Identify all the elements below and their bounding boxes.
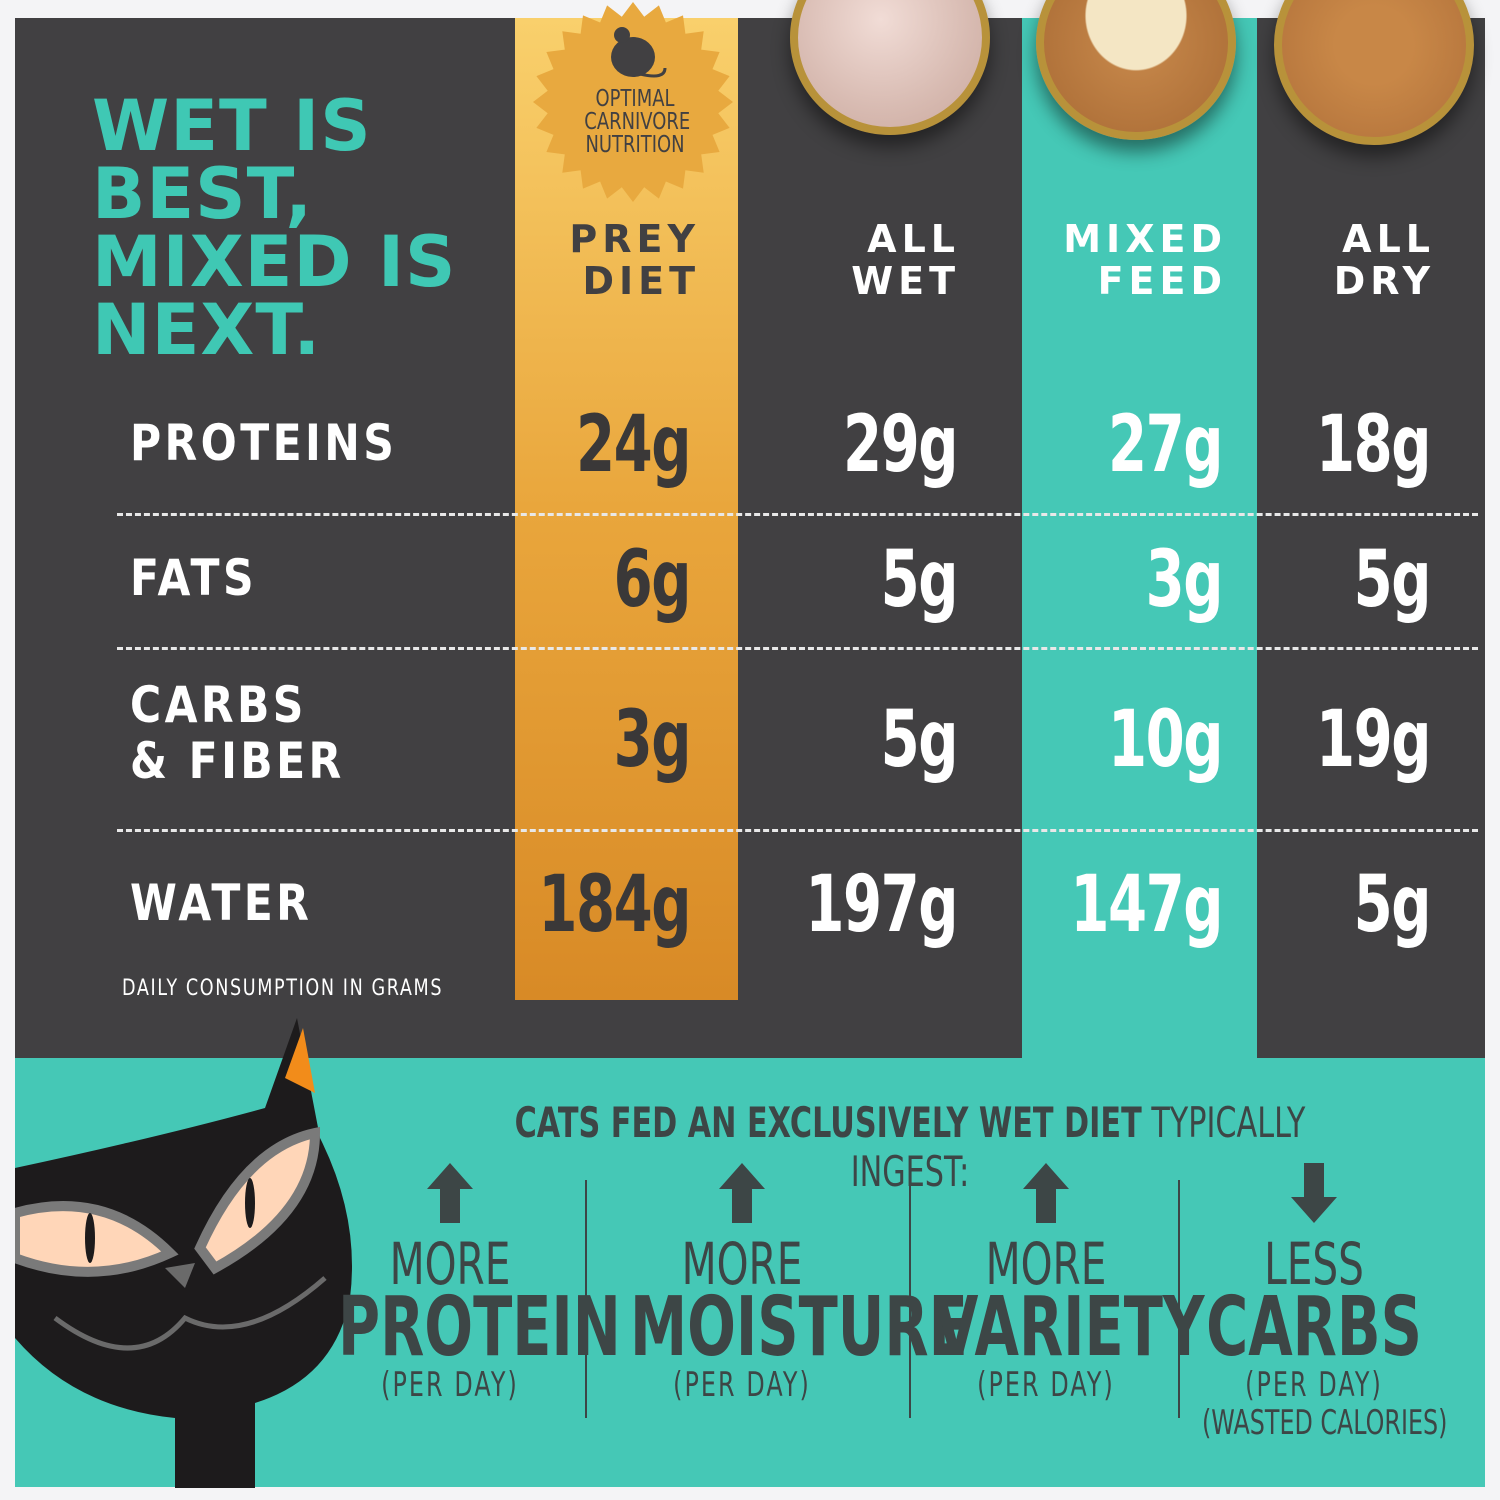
value-all-wet: 5g bbox=[880, 695, 959, 785]
value-mixed-feed: 3g bbox=[1145, 535, 1224, 625]
benefit-qualifier: MORE bbox=[681, 1230, 803, 1298]
arrow-up-icon bbox=[427, 1163, 473, 1223]
column-divider bbox=[585, 1180, 587, 1418]
column-divider bbox=[1178, 1180, 1180, 1418]
arrow-down-icon bbox=[1291, 1163, 1337, 1223]
black-cat-illustration bbox=[15, 1018, 352, 1488]
benefit-note: (WASTED CALORIES) bbox=[1202, 1403, 1448, 1443]
optimal-nutrition-badge bbox=[533, 2, 733, 202]
value-all-dry: 5g bbox=[1353, 860, 1432, 950]
badge-line: OPTIMAL bbox=[595, 86, 675, 112]
value-prey-diet: 6g bbox=[613, 535, 692, 625]
benefit-period: (PER DAY) bbox=[1245, 1365, 1383, 1405]
value-all-dry: 19g bbox=[1315, 695, 1431, 785]
value-all-wet: 197g bbox=[805, 860, 958, 950]
value-prey-diet: 3g bbox=[613, 695, 692, 785]
row-label: WATER bbox=[130, 874, 313, 932]
mouse-icon bbox=[611, 27, 667, 78]
value-all-dry: 5g bbox=[1353, 535, 1432, 625]
value-prey-diet: 184g bbox=[538, 860, 691, 950]
page-title: WET IS BEST, MIXED IS NEXT. bbox=[92, 85, 457, 371]
badge-line: NUTRITION bbox=[585, 132, 685, 158]
arrow-up-icon bbox=[719, 1163, 765, 1223]
benefit-period: (PER DAY) bbox=[977, 1365, 1115, 1405]
value-all-wet: 29g bbox=[842, 400, 958, 490]
column-header-all-dry: ALL DRY bbox=[1333, 217, 1435, 303]
value-mixed-feed: 147g bbox=[1070, 860, 1223, 950]
benefit-period: (PER DAY) bbox=[673, 1365, 811, 1405]
badge-text: OPTIMAL CARNIVORE NUTRITION bbox=[584, 86, 691, 158]
column-header-mixed-feed: MIXED FEED bbox=[1063, 217, 1227, 303]
row-divider bbox=[117, 647, 1478, 650]
footnote: DAILY CONSUMPTION IN GRAMS bbox=[122, 976, 444, 1001]
row-label: CARBS & FIBER bbox=[130, 676, 345, 790]
row-label: FATS bbox=[130, 549, 257, 607]
column-header-all-wet: ALL WET bbox=[851, 217, 960, 303]
value-prey-diet: 24g bbox=[575, 400, 691, 490]
benefit-title: PROTEIN bbox=[338, 1280, 621, 1375]
benefit-title: VARIETY bbox=[934, 1280, 1205, 1375]
benefit-qualifier: MORE bbox=[389, 1230, 511, 1298]
benefit-period: (PER DAY) bbox=[381, 1365, 519, 1405]
badge-line: CARNIVORE bbox=[584, 109, 691, 135]
arrow-up-icon bbox=[1023, 1163, 1069, 1223]
mixed-food-bowl-image bbox=[1036, 0, 1236, 140]
benefit-qualifier: MORE bbox=[985, 1230, 1107, 1298]
benefit-title: MOISTURE bbox=[630, 1280, 968, 1375]
benefit-title: CARBS bbox=[1206, 1280, 1422, 1375]
benefit-qualifier: LESS bbox=[1264, 1230, 1364, 1298]
column-divider bbox=[909, 1180, 911, 1418]
value-mixed-feed: 10g bbox=[1107, 695, 1223, 785]
bottom-heading: CATS FED AN EXCLUSIVELY WET DIET TYPICAL… bbox=[514, 1098, 1306, 1196]
row-divider bbox=[117, 829, 1478, 832]
mixed-feed-column bbox=[1022, 18, 1257, 1063]
row-divider bbox=[117, 513, 1478, 516]
column-header-prey-diet: PREY DIET bbox=[569, 217, 700, 303]
value-mixed-feed: 27g bbox=[1107, 400, 1223, 490]
value-all-wet: 5g bbox=[880, 535, 959, 625]
value-all-dry: 18g bbox=[1315, 400, 1431, 490]
row-label: PROTEINS bbox=[130, 414, 398, 472]
